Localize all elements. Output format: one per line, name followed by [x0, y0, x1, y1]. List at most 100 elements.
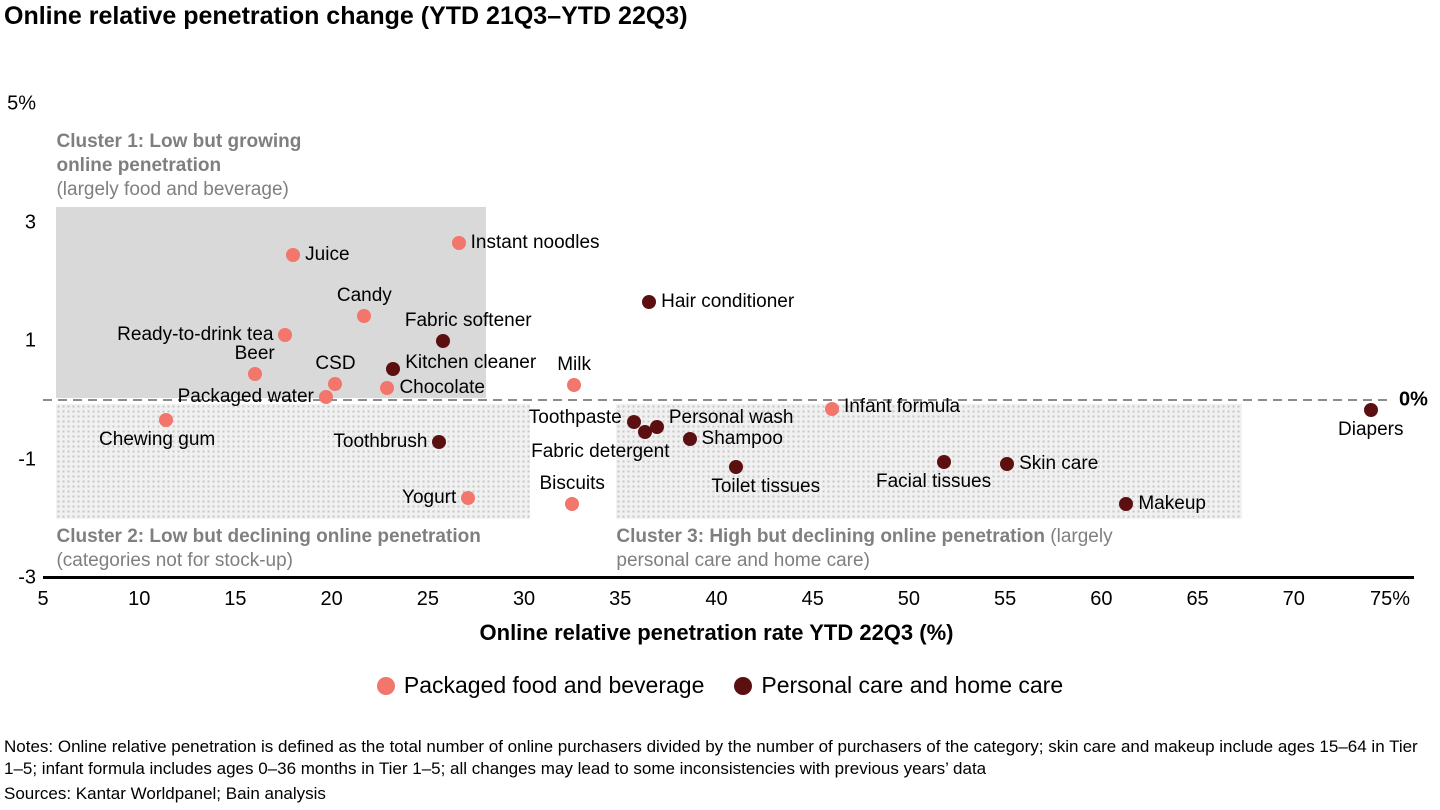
legend-item-packaged-food-and-beverage: Packaged food and beverage [376, 672, 705, 699]
point-label-kitchen-cleaner: Kitchen cleaner [405, 351, 537, 373]
point-label-facial-tissues: Facial tissues [876, 471, 992, 493]
point-label-beer: Beer [234, 342, 275, 364]
sources-text: Sources: Kantar Worldpanel; Bain analysi… [4, 784, 326, 803]
point-kitchen-cleaner [386, 361, 401, 376]
point-toothbrush [432, 434, 447, 449]
legend: Packaged food and beverage Personal care … [0, 672, 1440, 699]
point-instant-noodles [451, 236, 466, 251]
zero-line-label: 0% [1399, 388, 1428, 411]
point-juice [286, 248, 301, 263]
point-milk [567, 377, 582, 392]
point-label-milk: Milk [557, 353, 591, 375]
point-label-hair-conditioner: Hair conditioner [661, 291, 795, 313]
cluster-2-label: Cluster 2: Low but declining online pene… [56, 525, 491, 574]
point-infant-formula [824, 402, 839, 417]
cluster-3-label: Cluster 3: High but declining online pen… [616, 525, 1156, 574]
x-tick-70: 70 [1282, 588, 1305, 610]
zero-line [43, 399, 1390, 402]
point-facial-tissues [936, 455, 951, 470]
point-yogurt [461, 491, 476, 505]
point-shampoo [682, 431, 697, 446]
x-tick-45: 45 [801, 588, 824, 610]
y-tick-1: 1 [24, 329, 36, 352]
notes-text: Notes: Online relative penetration is de… [4, 737, 1418, 779]
point-beer [247, 366, 262, 381]
x-tick-40: 40 [705, 588, 728, 610]
cluster-2-title: Cluster 2: Low but declining online pene… [56, 525, 481, 547]
point-label-shampoo: Shampoo [701, 427, 783, 449]
point-label-candy: Candy [336, 285, 392, 307]
x-axis-line [43, 576, 1414, 579]
point-label-infant-formula: Infant formula [843, 396, 961, 418]
point-csd [328, 376, 343, 391]
x-tick-75: 75% [1369, 588, 1411, 610]
point-label-personal-wash: Personal wash [668, 406, 794, 428]
point-diapers [1363, 402, 1378, 417]
point-toilet-tissues [728, 459, 743, 474]
x-tick-55: 55 [994, 588, 1017, 610]
cluster-3-box [616, 404, 1242, 519]
cluster-2-subtitle: (categories not for stock-up) [56, 550, 294, 572]
y-tick-3: -3 [18, 566, 36, 589]
point-label-fabric-detergent: Fabric detergent [531, 440, 670, 462]
point-candy [357, 309, 372, 324]
x-tick-5: 5 [37, 588, 49, 610]
legend-label: Personal care and home care [761, 672, 1064, 698]
x-tick-60: 60 [1090, 588, 1113, 610]
point-chocolate [380, 381, 395, 396]
point-label-toothbrush: Toothbrush [333, 430, 428, 452]
point-hair-conditioner [642, 295, 657, 310]
point-label-juice: Juice [305, 244, 350, 266]
point-label-skin-care: Skin care [1019, 453, 1099, 475]
x-tick-10: 10 [128, 588, 151, 610]
point-toothpaste [626, 415, 641, 430]
point-fabric-softener [436, 334, 451, 348]
x-axis-title: Online relative penetration rate YTD 22Q… [479, 620, 954, 645]
point-label-biscuits: Biscuits [539, 472, 605, 494]
cluster-1-subtitle: (largely food and beverage) [56, 179, 289, 201]
point-label-ready-to-drink-tea: Ready-to-drink tea [117, 324, 274, 346]
cluster-3-title: Cluster 3: High but declining online pen… [616, 525, 1051, 547]
point-packaged-water [318, 390, 333, 405]
legend-label: Packaged food and beverage [403, 672, 705, 698]
point-skin-care [1000, 457, 1015, 472]
cluster-1-title: Cluster 1: Low but growing online penetr… [56, 130, 302, 176]
point-biscuits [565, 496, 580, 511]
chart-title: Online relative penetration change (YTD … [4, 2, 688, 30]
point-label-toilet-tissues: Toilet tissues [711, 475, 821, 497]
legend-item-personal-care-and-home-care: Personal care and home care [734, 672, 1063, 699]
x-tick-65: 65 [1186, 588, 1209, 610]
cluster-3-subtitle: (largely personal care and home care) [616, 525, 1113, 572]
point-fabric-detergent [638, 424, 653, 439]
plot-area: Cluster 1: Low but growing online penetr… [7, 93, 1428, 611]
point-label-chewing-gum: Chewing gum [99, 428, 216, 450]
x-tick-25: 25 [416, 588, 439, 610]
point-makeup [1119, 496, 1134, 511]
x-tick-50: 50 [897, 588, 921, 610]
point-label-packaged-water: Packaged water [177, 386, 314, 408]
point-label-makeup: Makeup [1138, 492, 1206, 514]
x-tick-15: 15 [224, 588, 247, 610]
x-tick-30: 30 [512, 588, 536, 610]
point-label-chocolate: Chocolate [399, 377, 485, 399]
point-label-yogurt: Yogurt [402, 487, 457, 508]
point-label-toothpaste: Toothpaste [528, 407, 622, 429]
x-tick-35: 35 [609, 588, 632, 610]
cluster-1-label: Cluster 1: Low but growing online penetr… [56, 130, 356, 203]
cluster-1-box [56, 206, 486, 399]
point-chewing-gum [159, 412, 174, 427]
cluster-2-box [56, 404, 530, 519]
y-tick-5: 5% [7, 92, 36, 115]
point-label-fabric-softener: Fabric softener [404, 310, 532, 331]
point-label-diapers: Diapers [1338, 418, 1404, 440]
legend-swatch-icon [734, 676, 753, 695]
x-tick-20: 20 [320, 588, 343, 610]
point-label-instant-noodles: Instant noodles [470, 232, 600, 254]
legend-swatch-icon [376, 676, 395, 695]
point-ready-to-drink-tea [278, 328, 293, 343]
y-tick-1: -1 [18, 448, 36, 470]
point-label-csd: CSD [315, 352, 356, 374]
point-personal-wash [649, 419, 664, 434]
y-tick-3: 3 [24, 211, 36, 233]
